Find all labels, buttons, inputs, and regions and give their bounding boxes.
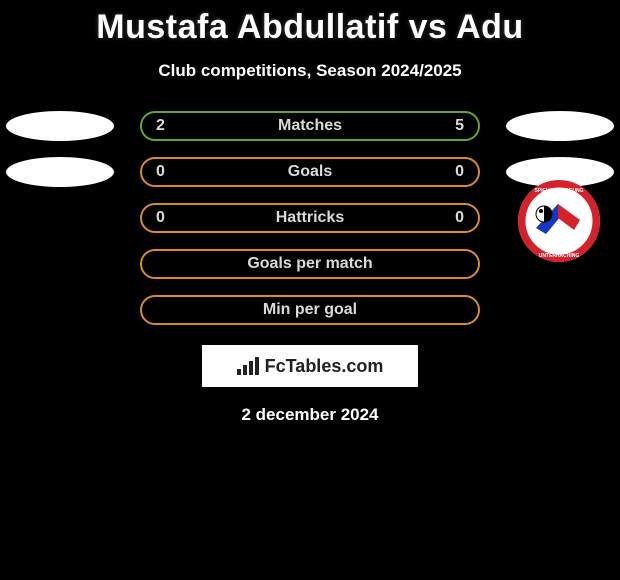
- side-oval-left: [6, 157, 114, 187]
- stat-pill: 2 Matches 5: [140, 111, 480, 141]
- stat-value-left: 0: [156, 209, 165, 227]
- stat-value-left: 2: [156, 117, 165, 135]
- stat-pill: Min per goal: [140, 295, 480, 325]
- stat-row: Min per goal: [0, 287, 620, 333]
- page-title: Mustafa Abdullatif vs Adu: [0, 0, 620, 47]
- stat-label: Goals: [288, 163, 332, 181]
- stat-label: Goals per match: [247, 255, 372, 273]
- side-oval-left: [6, 111, 114, 141]
- stat-row: Goals per match: [0, 241, 620, 287]
- stat-label: Hattricks: [276, 209, 344, 227]
- fctables-logo: FcTables.com: [202, 345, 418, 387]
- subtitle: Club competitions, Season 2024/2025: [0, 61, 620, 81]
- stat-pill: 0 Goals 0: [140, 157, 480, 187]
- svg-text:UNTERHACHING: UNTERHACHING: [539, 253, 580, 259]
- stat-value-left: 0: [156, 163, 165, 181]
- stat-pill: Goals per match: [140, 249, 480, 279]
- stat-label: Matches: [278, 117, 342, 135]
- stat-pill: 0 Hattricks 0: [140, 203, 480, 233]
- stat-row: 2 Matches 5: [0, 103, 620, 149]
- date-text: 2 december 2024: [0, 405, 620, 425]
- stat-value-right: 0: [455, 209, 464, 227]
- logo-text: FcTables.com: [265, 356, 384, 377]
- logo-bars-icon: [237, 357, 259, 375]
- stat-row: 0 Goals 0: [0, 149, 620, 195]
- club-badge-svg: SPIELVEREINIGUNG UNTERHACHING: [518, 180, 600, 262]
- stat-value-right: 5: [455, 117, 464, 135]
- side-oval-right: [506, 111, 614, 141]
- club-badge: SPIELVEREINIGUNG UNTERHACHING: [518, 180, 600, 262]
- stat-value-right: 0: [455, 163, 464, 181]
- svg-text:SPIELVEREINIGUNG: SPIELVEREINIGUNG: [534, 188, 583, 194]
- stat-label: Min per goal: [263, 301, 357, 319]
